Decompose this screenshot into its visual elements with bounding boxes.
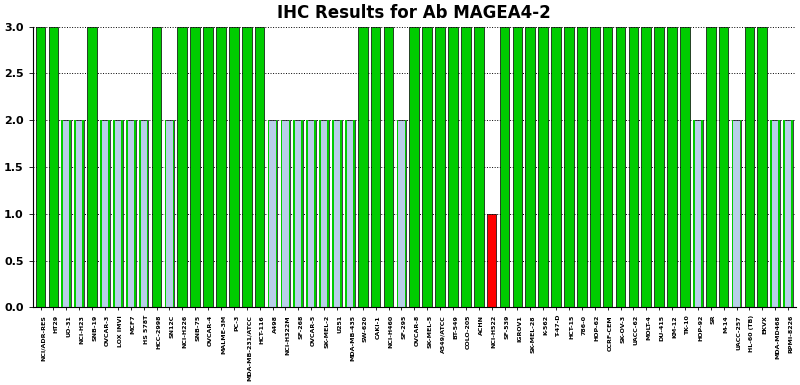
Bar — [526, 27, 535, 307]
Bar — [203, 27, 213, 307]
Bar — [165, 120, 174, 307]
Bar — [276, 120, 278, 307]
Bar — [229, 27, 238, 307]
Bar — [642, 27, 651, 307]
Bar — [371, 27, 381, 307]
Bar — [126, 120, 136, 307]
Bar — [616, 27, 626, 307]
Bar — [397, 120, 406, 307]
Bar — [745, 27, 754, 307]
Bar — [345, 120, 354, 307]
Bar — [435, 27, 445, 307]
Bar — [255, 27, 265, 307]
Bar — [289, 120, 290, 307]
Bar — [358, 27, 368, 307]
Bar — [165, 120, 166, 307]
Bar — [49, 27, 58, 307]
Bar — [74, 120, 76, 307]
Bar — [513, 27, 522, 307]
Bar — [693, 120, 702, 307]
Bar — [410, 27, 419, 307]
Bar — [294, 120, 303, 307]
Bar — [108, 120, 110, 307]
Bar — [693, 120, 694, 307]
Bar — [783, 120, 785, 307]
Bar — [74, 120, 84, 307]
Bar — [152, 27, 162, 307]
Bar — [487, 214, 497, 307]
Bar — [778, 120, 780, 307]
Bar — [121, 120, 122, 307]
Bar — [340, 120, 342, 307]
Bar — [667, 27, 677, 307]
Bar — [319, 120, 329, 307]
Bar — [448, 27, 458, 307]
Bar — [603, 27, 613, 307]
Bar — [306, 120, 308, 307]
Bar — [538, 27, 548, 307]
Bar — [139, 120, 149, 307]
Bar — [770, 120, 772, 307]
Bar — [268, 120, 270, 307]
Bar — [654, 27, 664, 307]
Bar — [474, 27, 484, 307]
Bar — [680, 27, 690, 307]
Bar — [791, 120, 793, 307]
Bar — [551, 27, 561, 307]
Bar — [740, 120, 742, 307]
Bar — [732, 120, 742, 307]
Bar — [281, 120, 290, 307]
Bar — [732, 120, 734, 307]
Bar — [783, 120, 793, 307]
Bar — [345, 120, 346, 307]
Bar — [281, 120, 282, 307]
Bar — [146, 120, 149, 307]
Bar — [319, 120, 321, 307]
Bar — [134, 120, 136, 307]
Bar — [461, 27, 470, 307]
Bar — [302, 120, 303, 307]
Bar — [113, 120, 114, 307]
Bar — [82, 120, 84, 307]
Bar — [70, 120, 71, 307]
Bar — [190, 27, 200, 307]
Bar — [577, 27, 586, 307]
Bar — [590, 27, 600, 307]
Bar — [629, 27, 638, 307]
Bar — [178, 27, 187, 307]
Bar — [770, 120, 780, 307]
Bar — [173, 120, 174, 307]
Bar — [332, 120, 334, 307]
Bar — [422, 27, 432, 307]
Bar — [384, 27, 394, 307]
Bar — [564, 27, 574, 307]
Bar — [706, 27, 716, 307]
Bar — [100, 120, 110, 307]
Bar — [139, 120, 141, 307]
Bar — [405, 120, 406, 307]
Bar — [758, 27, 767, 307]
Bar — [294, 120, 295, 307]
Title: IHC Results for Ab MAGEA4-2: IHC Results for Ab MAGEA4-2 — [278, 4, 551, 22]
Bar — [126, 120, 128, 307]
Bar — [701, 120, 702, 307]
Bar — [100, 120, 102, 307]
Bar — [87, 27, 97, 307]
Bar — [500, 27, 510, 307]
Bar — [216, 27, 226, 307]
Bar — [36, 27, 46, 307]
Bar — [268, 120, 278, 307]
Bar — [327, 120, 329, 307]
Bar — [397, 120, 398, 307]
Bar — [306, 120, 316, 307]
Bar — [242, 27, 252, 307]
Bar — [332, 120, 342, 307]
Bar — [719, 27, 729, 307]
Bar — [62, 120, 63, 307]
Bar — [113, 120, 122, 307]
Bar — [353, 120, 354, 307]
Bar — [62, 120, 71, 307]
Bar — [314, 120, 316, 307]
